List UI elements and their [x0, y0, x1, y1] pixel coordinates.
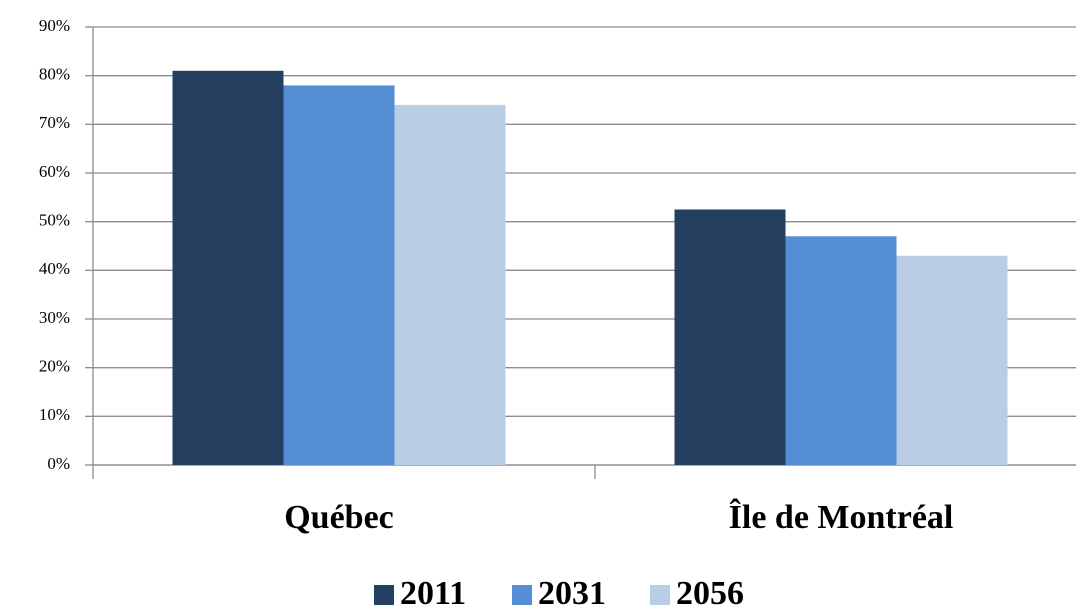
- legend-swatch: [512, 585, 532, 605]
- x-tick-label: Île de Montréal: [729, 498, 954, 536]
- bar: [172, 70, 284, 466]
- y-tick-label: 90%: [39, 16, 70, 35]
- legend-label: 2011: [400, 575, 466, 609]
- bar: [394, 104, 506, 465]
- legend-swatch: [650, 585, 670, 605]
- y-tick-label: 10%: [39, 405, 70, 424]
- bar: [896, 255, 1008, 465]
- y-tick-label: 70%: [39, 113, 70, 132]
- x-tick-label: Québec: [284, 499, 394, 536]
- y-tick-label: 50%: [39, 211, 70, 230]
- y-tick-label: 80%: [39, 65, 70, 84]
- bar: [674, 209, 786, 465]
- y-tick-label: 20%: [39, 357, 70, 376]
- legend-swatch: [374, 585, 394, 605]
- bar: [785, 236, 897, 465]
- legend-label: 2031: [538, 575, 606, 609]
- y-tick-label: 30%: [39, 308, 70, 327]
- y-tick-label: 0%: [47, 454, 70, 473]
- y-tick-label: 60%: [39, 162, 70, 181]
- legend-label: 2056: [676, 575, 744, 609]
- y-tick-label: 40%: [39, 259, 70, 278]
- bar: [283, 85, 395, 466]
